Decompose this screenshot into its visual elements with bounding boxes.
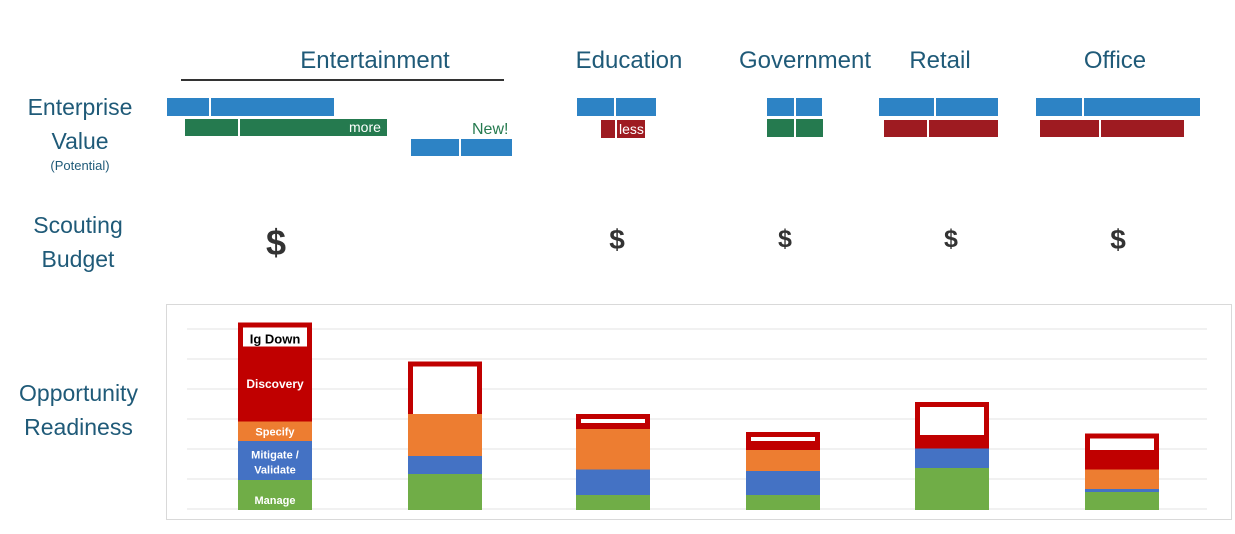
value-bar-entertainment-2 [185, 119, 387, 136]
value-bar-divider [459, 139, 461, 156]
mitigate-segment [746, 471, 820, 495]
budget-dollar-government: $ [778, 225, 792, 253]
header-retail: Retail [909, 47, 971, 74]
readiness-chart: Ig Down Discovery Specify Mitigate / Validat… [187, 322, 1207, 510]
budget-dollar-education: $ [609, 224, 625, 255]
ig-down-segment [581, 419, 645, 423]
mitigate-label-line1: Mitigate / [251, 450, 299, 462]
value-note-less: less [619, 121, 644, 137]
ig-down-segment [920, 407, 984, 435]
value-bar-divider [209, 98, 211, 116]
specify-label: Specify [255, 426, 295, 438]
mitigate-segment [915, 448, 989, 468]
discovery-segment [746, 441, 820, 450]
readiness-chart-frame: Ig Down Discovery Specify Mitigate / Validat… [166, 304, 1232, 520]
enterprise-value-sublabel: (Potential) [50, 158, 110, 173]
header-education: Education [575, 47, 683, 74]
value-bar-education-2 [601, 120, 645, 138]
specify-segment [746, 450, 820, 471]
value-bar-office-2 [1040, 120, 1184, 137]
value-bar-office-1 [1036, 98, 1200, 116]
value-bar-retail-2 [884, 120, 998, 137]
opportunity-readiness-line2: Readiness [24, 414, 133, 440]
manage-segment [746, 495, 820, 510]
budget-dollar-retail: $ [944, 225, 958, 253]
manage-segment [238, 480, 312, 510]
specify-segment [408, 414, 482, 456]
scouting-budget-line2: Budget [41, 246, 115, 272]
value-bar-entertainment-1 [167, 98, 334, 116]
value-note-new: New! [472, 121, 509, 138]
ig-down-label: Ig Down [250, 332, 301, 347]
discovery-label: Discovery [246, 377, 304, 391]
budget-dollar-office: $ [1110, 224, 1126, 255]
enterprise-value-line1: Enterprise [27, 94, 133, 120]
value-bar-divider [1099, 120, 1101, 137]
specify-segment [238, 421, 312, 441]
opportunity-readiness-line1: Opportunity [19, 380, 138, 406]
discovery-segment [576, 423, 650, 429]
specify-segment [1085, 469, 1159, 489]
budget-dollar-entertainment: $ [265, 222, 287, 263]
value-bar-divider [794, 119, 796, 137]
discovery-segment [1085, 450, 1159, 470]
enterprise-value-line2: Value [51, 128, 109, 154]
ig-down-segment [1090, 438, 1154, 450]
value-bar-divider [934, 98, 936, 116]
value-bar-divider [615, 120, 617, 138]
scouting-budget-label: Scouting Budget [8, 208, 148, 276]
mitigate-segment [408, 456, 482, 474]
ig-down-segment [751, 437, 815, 441]
value-bar-divider [614, 98, 616, 116]
opportunity-readiness-label: Opportunity Readiness [6, 376, 151, 444]
discovery-segment [915, 435, 989, 449]
mitigate-segment [1085, 489, 1159, 492]
header-government: Government [738, 47, 872, 74]
value-bar-entertainment-new [411, 139, 512, 156]
manage-segment [576, 495, 650, 510]
value-bar-education-1 [577, 98, 656, 116]
ig-down-segment [413, 366, 477, 414]
manage-segment [1085, 492, 1159, 510]
mitigate-label-line2: Validate [254, 465, 296, 477]
mitigate-segment [576, 469, 650, 495]
mitigate-segment [238, 441, 312, 480]
header-entertainment: Entertainment [300, 47, 450, 74]
header-entertainment-underline [181, 79, 504, 81]
ig-down-segment [243, 327, 307, 347]
value-bar-divider [238, 119, 240, 136]
header-office: Office [1083, 47, 1147, 74]
discovery-segment [238, 346, 312, 422]
value-bar-divider [927, 120, 929, 137]
manage-segment [408, 474, 482, 510]
specify-segment [576, 429, 650, 470]
value-bar-divider [1082, 98, 1084, 116]
manage-label: Manage [255, 495, 296, 507]
value-note-more: more [349, 119, 381, 135]
value-bar-divider [794, 98, 796, 116]
scouting-budget-line1: Scouting [33, 212, 123, 238]
manage-segment [915, 468, 989, 510]
value-bar-retail-1 [879, 98, 998, 116]
enterprise-value-label: Enterprise Value [10, 90, 150, 158]
